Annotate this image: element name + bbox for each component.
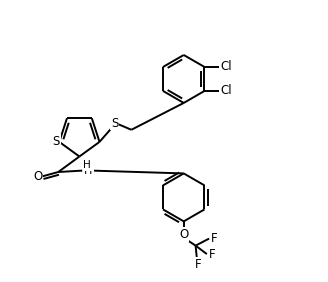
Text: F: F [211, 232, 217, 245]
Text: F: F [209, 248, 215, 261]
Text: H: H [84, 166, 92, 176]
Text: O: O [33, 170, 42, 183]
Text: S: S [52, 135, 60, 148]
Text: F: F [195, 258, 202, 271]
Text: Cl: Cl [221, 60, 232, 74]
Text: O: O [179, 228, 188, 241]
Text: H: H [83, 160, 91, 170]
Text: Cl: Cl [221, 84, 232, 98]
Text: S: S [111, 116, 118, 129]
